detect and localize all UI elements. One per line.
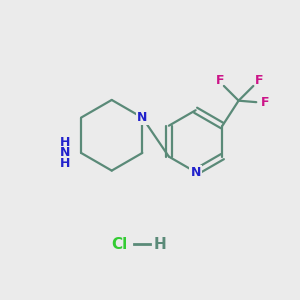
Text: H: H bbox=[60, 157, 70, 170]
Text: H: H bbox=[60, 136, 70, 149]
Text: F: F bbox=[254, 74, 263, 87]
Text: F: F bbox=[216, 74, 225, 87]
Text: H: H bbox=[154, 237, 167, 252]
Text: N: N bbox=[137, 111, 148, 124]
Text: N: N bbox=[190, 166, 201, 178]
Text: Cl: Cl bbox=[111, 237, 127, 252]
Text: F: F bbox=[261, 96, 269, 109]
Text: N: N bbox=[60, 146, 70, 159]
